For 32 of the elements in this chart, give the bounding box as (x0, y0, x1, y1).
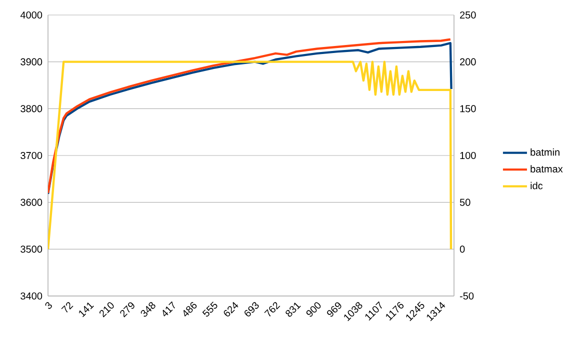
x-tick-label: 279 (120, 302, 134, 318)
x-tick-label: 900 (306, 302, 321, 317)
y2-tick-label: 100 (460, 152, 476, 160)
x-tick-label: 831 (286, 302, 301, 317)
y-tick-label: 3800 (20, 105, 42, 112)
y2-tick-label: 0 (460, 246, 465, 253)
x-tick-label: 969 (327, 302, 342, 317)
y2-tick-label: 150 (460, 105, 476, 112)
x-tick-label: 210 (99, 302, 114, 318)
x-tick-label: 486 (184, 302, 197, 316)
x-tick-label: 417 (162, 301, 175, 316)
y2-tick-label: 200 (460, 58, 476, 66)
y-tick-label: 3500 (20, 246, 42, 253)
legend-label: idc (530, 182, 543, 190)
x-tick-label: 72 (61, 302, 74, 313)
y-tick-label: 3400 (20, 292, 42, 300)
x-tick-label: 3 (45, 302, 52, 309)
x-tick-label: 693 (244, 302, 259, 316)
y2-tick-label: 250 (460, 11, 476, 19)
y2-tick-label: -50 (460, 292, 474, 300)
y-tick-label: 3900 (20, 58, 42, 66)
legend-label: batmin (530, 148, 560, 156)
y-tick-label: 4000 (20, 11, 42, 19)
x-tick-label: 624 (224, 302, 238, 316)
y2-tick-label: 50 (460, 198, 470, 206)
y-tick-label: 3700 (20, 152, 42, 160)
legend-label: batmax (530, 165, 563, 173)
x-tick-label: 141 (79, 302, 94, 318)
y-tick-label: 3600 (20, 198, 42, 206)
x-tick-label: 348 (140, 302, 156, 317)
x-tick-label: 555 (202, 302, 218, 317)
x-tick-label: 762 (264, 302, 280, 316)
